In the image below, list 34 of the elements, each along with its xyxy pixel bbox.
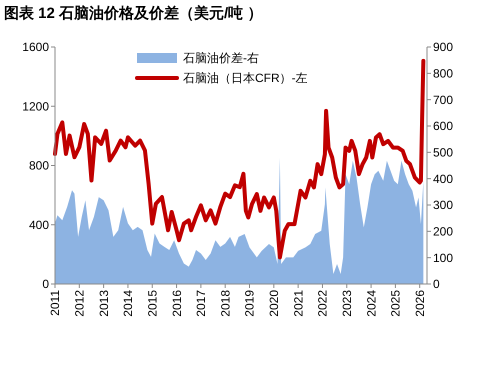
y-tick-label: 1200 xyxy=(22,99,50,114)
y2-tick-label: 100 xyxy=(433,250,454,265)
x-tick-label: 2014 xyxy=(121,290,136,317)
x-tick-label: 2016 xyxy=(170,290,184,317)
y-tick-label: 1600 xyxy=(22,40,50,54)
x-tick-label: 2011 xyxy=(48,290,62,316)
x-tick-label: 2013 xyxy=(96,290,111,317)
y2-tick-label: 0 xyxy=(433,277,440,292)
x-tick-label: 2023 xyxy=(340,290,354,317)
x-tick-label: 2022 xyxy=(316,290,330,317)
legend-label: 石脑油（日本CFR）-左 xyxy=(183,71,308,86)
y2-tick-label: 300 xyxy=(433,198,454,212)
y2-tick-label: 900 xyxy=(433,40,454,54)
y2-tick-label: 400 xyxy=(433,172,454,186)
x-tick-label: 2026 xyxy=(412,290,427,317)
chart-title: 图表 12 石脑油价格及价差（美元/吨 ） xyxy=(4,4,262,22)
legend-label: 石脑油价差-右 xyxy=(183,51,259,66)
x-tick-label: 2015 xyxy=(145,290,160,317)
x-tick-label: 2017 xyxy=(194,290,208,317)
y2-tick-label: 500 xyxy=(433,146,454,160)
y2-tick-label: 600 xyxy=(433,119,454,134)
x-tick-label: 2024 xyxy=(364,290,378,317)
y-tick-label: 400 xyxy=(28,218,50,232)
y2-tick-label: 200 xyxy=(433,224,454,239)
y-tick-label: 800 xyxy=(28,158,50,173)
x-tick-label: 2018 xyxy=(218,290,232,317)
y2-tick-label: 700 xyxy=(433,92,454,107)
y-tick-label: 0 xyxy=(42,277,50,292)
x-tick-label: 2019 xyxy=(242,290,257,317)
x-tick-label: 2025 xyxy=(388,290,403,317)
x-tick-label: 2012 xyxy=(72,290,87,317)
y2-tick-label: 800 xyxy=(433,66,454,81)
x-tick-label: 2021 xyxy=(291,290,306,317)
x-tick-label: 2020 xyxy=(267,290,282,317)
